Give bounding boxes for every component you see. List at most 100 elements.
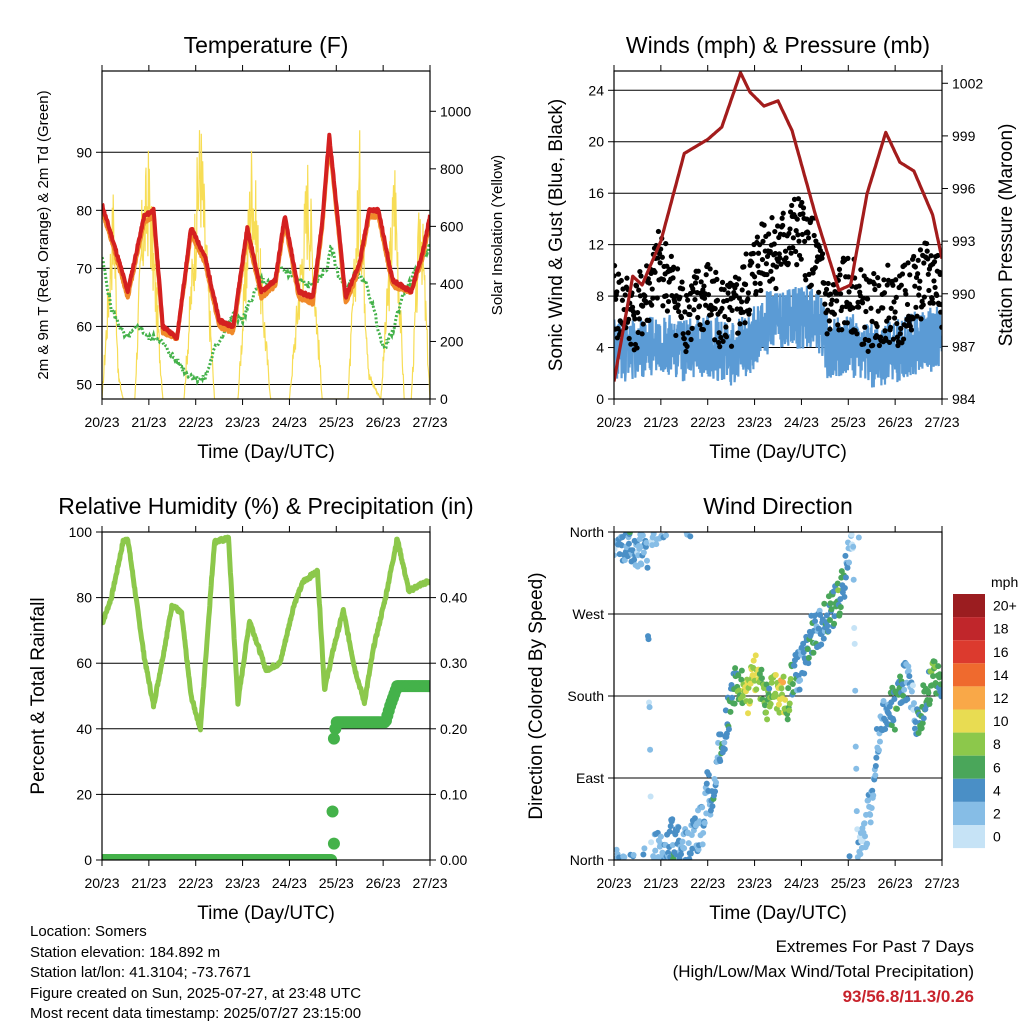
direction-point <box>780 679 787 686</box>
gust-point <box>707 266 713 272</box>
gust-point <box>673 332 679 339</box>
direction-point <box>789 681 796 688</box>
gust-point <box>656 250 663 257</box>
y2-tick-label: 1000 <box>440 103 471 119</box>
gust-point <box>845 255 851 261</box>
gust-point <box>894 334 900 340</box>
precip-point <box>327 732 340 745</box>
gust-point <box>683 348 689 355</box>
direction-point <box>753 686 760 693</box>
gust-point <box>696 303 703 309</box>
x-tick-label: 21/23 <box>131 414 166 430</box>
gust-point <box>855 304 862 310</box>
plot-frame <box>101 531 431 861</box>
direction-point <box>888 722 895 729</box>
direction-point <box>869 787 876 794</box>
direction-point <box>689 845 696 852</box>
y-tick-label: 50 <box>76 376 92 392</box>
gust-point <box>850 305 856 311</box>
x-tick-label: 26/23 <box>878 414 913 430</box>
gust-point <box>739 287 745 293</box>
chart-title: Wind Direction <box>703 493 853 519</box>
gust-point <box>719 279 726 285</box>
direction-point <box>747 698 754 705</box>
y-tick-label: 70 <box>76 260 92 276</box>
direction-point <box>844 564 851 571</box>
direction-point <box>721 739 728 746</box>
direction-point <box>763 709 770 716</box>
gust-point <box>839 327 845 333</box>
direction-point <box>675 824 682 831</box>
direction-point <box>786 707 793 714</box>
gust-point <box>757 242 763 248</box>
gust-point <box>740 309 746 315</box>
x-tick-label: 26/23 <box>366 414 401 430</box>
direction-point <box>644 564 651 571</box>
direction-point <box>687 850 694 857</box>
extremes-values: 93/56.8/11.3/0.26 <box>842 987 974 1006</box>
colorbar-swatch <box>953 801 985 825</box>
y-tick-label: West <box>572 606 604 622</box>
gust-point <box>912 283 918 289</box>
direction-point <box>830 588 837 595</box>
gust-point <box>835 322 841 328</box>
x-tick-label: 20/23 <box>596 414 631 430</box>
gust-point <box>893 294 899 300</box>
gust-point <box>755 250 762 256</box>
gust-point <box>876 342 882 349</box>
gust-point <box>716 330 722 336</box>
direction-point <box>920 715 927 722</box>
direction-point <box>657 833 664 840</box>
x-tick-label: 26/23 <box>878 875 913 891</box>
direction-point <box>901 686 908 693</box>
direction-point <box>666 828 673 835</box>
chart-title: Relative Humidity (%) & Precipitation (i… <box>58 493 473 519</box>
x-tick-label: 22/23 <box>690 414 725 430</box>
gust-point <box>907 272 913 278</box>
colorbar-swatch <box>953 617 985 641</box>
direction-point <box>725 726 732 733</box>
x-tick-label: 24/23 <box>784 414 819 430</box>
gust-point <box>689 325 695 331</box>
direction-point <box>638 561 645 568</box>
x-tick-label: 23/23 <box>225 414 260 430</box>
gust-point <box>829 297 835 303</box>
humidity-series <box>102 534 430 733</box>
y2-tick-label: 0.00 <box>440 852 467 868</box>
direction-point <box>890 717 897 724</box>
gust-point <box>913 304 919 310</box>
colorbar-swatch <box>953 663 985 687</box>
x-tick-label: 20/23 <box>596 875 631 891</box>
extremes-block: Extremes For Past 7 Days (High/Low/Max W… <box>673 934 974 1009</box>
gust-point <box>822 301 828 307</box>
direction-point <box>852 743 859 750</box>
direction-point <box>912 725 919 732</box>
y-tick-label: 16 <box>588 185 604 201</box>
direction-point <box>867 819 874 826</box>
gust-point <box>754 234 760 240</box>
gust-point <box>868 305 874 311</box>
gust-point <box>903 291 909 297</box>
gust-point <box>763 261 769 267</box>
gust-point <box>898 282 904 288</box>
direction-point <box>825 628 832 635</box>
direction-point <box>905 667 912 674</box>
direction-point <box>727 708 734 715</box>
direction-point <box>842 574 849 581</box>
direction-point <box>853 765 860 772</box>
gust-point <box>917 278 923 284</box>
colorbar-label: 20+ <box>993 598 1017 614</box>
direction-point <box>805 654 812 661</box>
gust-point <box>629 304 636 310</box>
gust-point <box>743 251 749 257</box>
direction-point <box>850 576 857 583</box>
gust-point <box>891 299 897 305</box>
gust-point <box>637 268 643 275</box>
gust-point <box>834 298 840 304</box>
gust-point <box>931 278 937 284</box>
direction-point <box>729 694 736 701</box>
direction-point <box>873 754 880 761</box>
station-elevation: Station elevation: 184.892 m <box>30 943 221 961</box>
direction-point <box>835 587 842 594</box>
gust-point <box>777 255 783 261</box>
